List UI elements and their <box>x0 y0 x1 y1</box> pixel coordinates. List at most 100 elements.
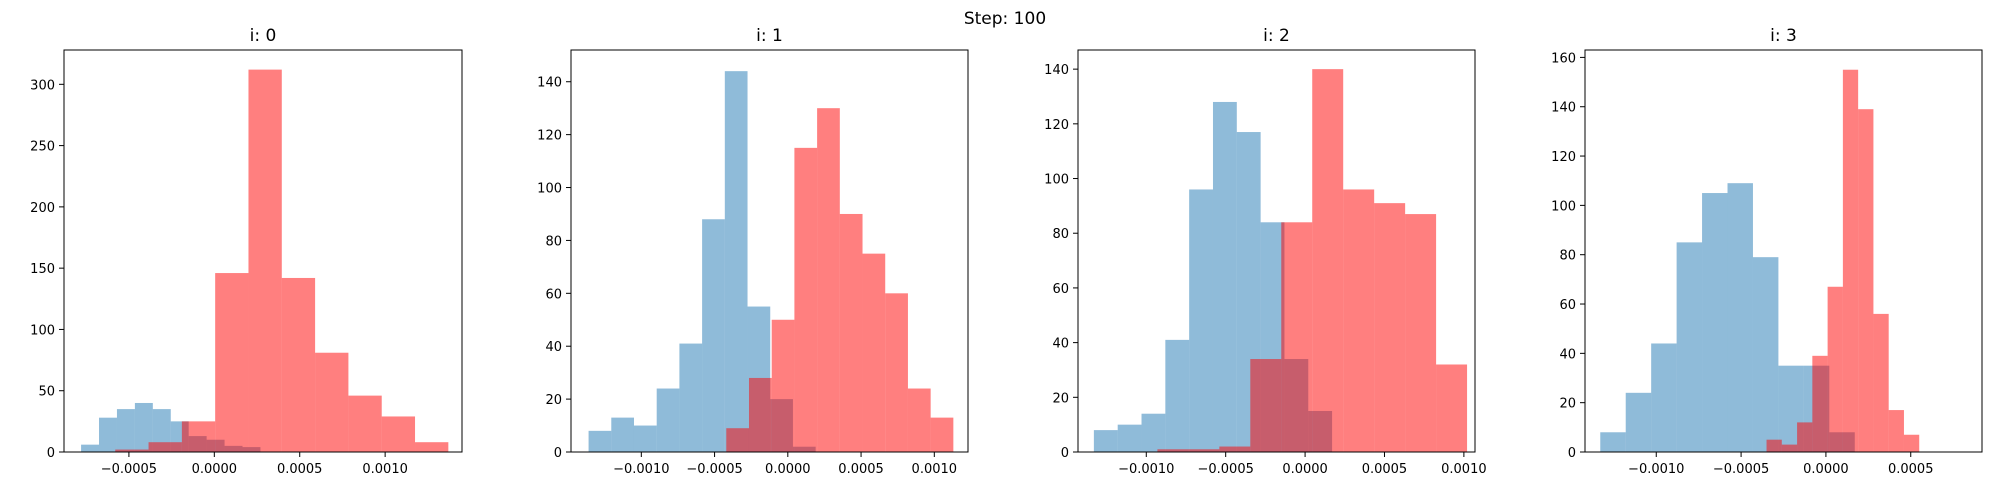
histogram-bar <box>1189 189 1213 452</box>
histogram-bar <box>839 213 863 452</box>
x-tick-label: 0.0010 <box>912 462 958 477</box>
y-tick-label: 300 <box>30 78 55 93</box>
y-tick-label: 140 <box>1044 63 1069 78</box>
x-tick-label: 0.0005 <box>1362 462 1408 477</box>
histogram-bar <box>907 388 931 452</box>
histogram-bar <box>1651 343 1677 452</box>
y-tick-label: 140 <box>537 76 562 91</box>
histogram-bar <box>1157 449 1189 452</box>
subplot-1: −0.0010 −0.0005 0.0000 0.0005 0.0010 0 20 40 60 8… <box>537 26 969 477</box>
histogram-bar <box>930 417 954 452</box>
histogram-series-1 <box>115 69 449 453</box>
x-tick-label: −0.0005 <box>101 462 157 477</box>
histogram-bar <box>115 449 149 452</box>
subplot-title: i: 3 <box>1770 26 1797 46</box>
subplot-title: i: 1 <box>756 26 783 46</box>
x-tick-label: 0.0000 <box>192 462 238 477</box>
axes-frame <box>63 49 463 453</box>
histogram-bar <box>415 442 449 452</box>
y-tick-label: 20 <box>1052 391 1069 406</box>
histogram-bar <box>1093 430 1118 452</box>
x-tick-label: 0.0005 <box>1888 462 1934 477</box>
histogram-bar <box>1165 339 1190 452</box>
x-tick-label: −0.0010 <box>613 462 669 477</box>
histogram-bar <box>1219 446 1251 452</box>
histogram-bar <box>1842 69 1859 452</box>
axes-frame <box>570 49 969 453</box>
histogram-bar <box>1797 422 1813 452</box>
histogram-bar <box>656 388 680 452</box>
histogram-bar <box>1888 410 1904 452</box>
y-tick-label: 200 <box>30 201 55 216</box>
x-tick-label: −0.0005 <box>686 462 742 477</box>
histogram-bar <box>181 421 216 452</box>
histogram-bar <box>633 425 657 452</box>
histogram-bar <box>1117 424 1142 452</box>
histogram-bar <box>748 377 772 452</box>
histogram-bar <box>381 416 416 452</box>
histogram-bar <box>885 293 908 452</box>
y-tick-label: 20 <box>1559 397 1576 412</box>
x-tick-label: −0.0010 <box>1628 462 1684 477</box>
y-tick-label: 50 <box>38 385 55 400</box>
histogram-bar <box>1781 444 1798 452</box>
subplot-3: −0.0010 −0.0005 0.0000 0.0005 0 20 40 60 80 100 12… <box>1551 26 1983 477</box>
histogram-bar <box>315 352 349 452</box>
y-tick-label: 100 <box>1551 199 1576 214</box>
histogram-bar <box>771 319 795 452</box>
histogram-bar <box>1702 193 1728 453</box>
histogram-bar <box>588 430 612 452</box>
histogram-bar <box>817 108 840 453</box>
histogram-bar <box>1281 222 1313 452</box>
y-tick-label: 40 <box>545 340 562 355</box>
histogram-bar <box>81 444 100 452</box>
y-tick-label: 0 <box>1568 446 1576 461</box>
y-tick-label: 60 <box>1559 298 1576 313</box>
histogram-bar <box>1873 313 1889 452</box>
histogram-bar <box>724 71 748 452</box>
histogram-series-1 <box>1766 69 1920 452</box>
x-tick-label: −0.0010 <box>1118 462 1174 477</box>
x-tick-label: −0.0005 <box>1197 462 1253 477</box>
histogram-bar <box>1903 434 1920 452</box>
histogram-bar <box>1600 432 1626 452</box>
histogram-bar <box>134 402 153 452</box>
axes-frame <box>1584 49 1983 453</box>
histogram-bar <box>862 253 886 452</box>
y-tick-label: 40 <box>1052 337 1069 352</box>
y-tick-label: 0 <box>1061 446 1069 461</box>
histogram-bar <box>148 442 182 452</box>
histogram-bar <box>1343 189 1375 452</box>
histogram-bar <box>1676 242 1703 452</box>
y-tick-label: 100 <box>1044 173 1069 188</box>
y-tick-label: 0 <box>554 446 562 461</box>
y-tick-label: 100 <box>537 182 562 197</box>
histogram-bar <box>726 428 749 452</box>
y-tick-label: 20 <box>545 393 562 408</box>
y-tick-label: 160 <box>1551 51 1576 66</box>
histogram-bar <box>1625 392 1652 452</box>
y-tick-label: 120 <box>1551 150 1576 165</box>
y-tick-label: 150 <box>30 262 55 277</box>
histogram-bar <box>611 417 634 452</box>
histogram-bar <box>1752 257 1779 452</box>
x-tick-label: 0.0000 <box>765 462 811 477</box>
y-tick-label: 140 <box>1551 101 1576 116</box>
x-tick-label: 0.0000 <box>1803 462 1849 477</box>
y-tick-label: 0 <box>47 446 55 461</box>
y-tick-label: 80 <box>1559 249 1576 264</box>
histogram-bar <box>281 277 316 452</box>
histogram-bar <box>1188 449 1220 452</box>
histogram-bar <box>1141 413 1166 452</box>
y-tick-label: 60 <box>545 287 562 302</box>
y-tick-label: 80 <box>1052 227 1069 242</box>
y-tick-label: 120 <box>537 129 562 144</box>
y-tick-label: 100 <box>30 323 55 338</box>
histogram-bar <box>248 69 282 453</box>
subplot-2: −0.0010 −0.0005 0.0000 0.0005 0.0010 0 20 40 60 8… <box>1044 26 1486 477</box>
y-tick-label: 250 <box>30 140 55 155</box>
histogram-bar <box>794 147 818 453</box>
histogram-bar <box>99 417 117 452</box>
x-tick-label: 0.0000 <box>1282 462 1328 477</box>
